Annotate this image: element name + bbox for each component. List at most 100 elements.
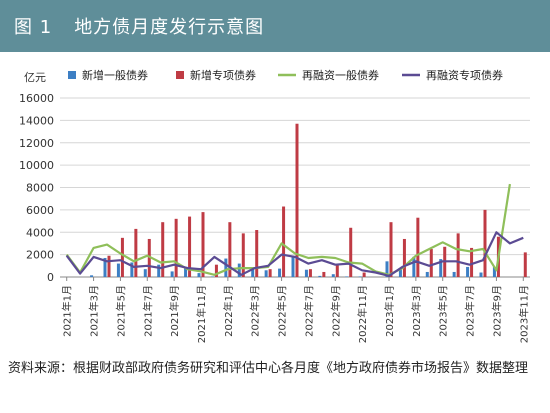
x-tick-label: 2021年1月 <box>61 285 74 337</box>
series-line-refi-general <box>65 183 511 276</box>
bar-new-special <box>402 238 406 277</box>
bar-new-special <box>335 264 339 277</box>
x-tick-label: 2022年7月 <box>302 285 315 337</box>
bar-new-special <box>322 271 326 277</box>
bar-new-general <box>318 275 322 277</box>
x-tick-label: 2023年5月 <box>437 285 450 337</box>
bar-new-general <box>251 269 255 277</box>
line-layer <box>65 183 524 277</box>
y-tick-label: 10000 <box>19 159 54 172</box>
legend-label: 新增一般债券 <box>82 68 148 82</box>
bar-new-special <box>268 269 272 277</box>
x-tick-label: 2023年11月 <box>517 285 530 343</box>
bar-new-special <box>416 217 420 277</box>
x-tick-label: 2023年3月 <box>410 285 423 337</box>
x-tick-label: 2022年9月 <box>329 285 342 337</box>
series-line-refi-special <box>65 231 524 277</box>
bar-new-special <box>349 227 353 277</box>
bar-new-special <box>362 272 366 277</box>
bar-new-special <box>295 123 299 277</box>
figure-title: 地方债月度发行示意图 <box>74 17 265 38</box>
source-note: 资料来源：根据财政部政府债务研究和评估中心各月度《地方政府债券市场报告》数据整理 <box>8 361 529 376</box>
bar-new-general <box>264 270 268 277</box>
bar-new-general <box>90 275 94 277</box>
bar-new-general <box>170 271 174 277</box>
bar-new-general <box>278 268 282 277</box>
y-tick-label: 12000 <box>19 137 54 150</box>
x-tick-label: 2021年5月 <box>114 285 127 337</box>
y-tick-label: 4000 <box>26 226 54 239</box>
bar-new-general <box>345 276 349 277</box>
x-axis-ticks: 2021年1月 2021年3月 2021年5月 2021年7月 2021年9月 2021年… <box>61 277 530 343</box>
x-tick-label: 2021年7月 <box>141 285 154 337</box>
legend-label: 新增专项债券 <box>190 68 256 82</box>
bar-new-general <box>143 269 147 277</box>
legend-swatch <box>176 71 184 79</box>
bar-new-special <box>523 252 527 277</box>
x-tick-label: 2022年5月 <box>276 285 289 337</box>
bar-new-special <box>228 222 232 277</box>
bar-new-special <box>429 249 433 277</box>
bar-new-special <box>456 233 460 277</box>
bar-new-special <box>188 216 192 277</box>
y-axis-unit-label: 亿元 <box>24 71 46 84</box>
x-tick-label: 2022年1月 <box>222 285 235 337</box>
x-tick-label: 2022年3月 <box>249 285 262 337</box>
legend-label: 再融资一般债券 <box>302 68 379 82</box>
bar-new-special <box>147 238 151 277</box>
bar-new-special <box>201 212 205 277</box>
bar-new-general <box>425 271 429 277</box>
figure-title-bar: 图 1 地方债月度发行示意图 <box>0 0 550 52</box>
bar-new-special <box>241 233 245 277</box>
bar-new-general <box>224 258 228 277</box>
x-tick-label: 2023年1月 <box>383 285 396 337</box>
bar-new-general <box>304 269 308 277</box>
bar-new-general <box>130 262 134 277</box>
y-tick-label: 0 <box>47 271 54 284</box>
bar-new-special <box>120 237 124 277</box>
bar-new-general <box>439 259 443 277</box>
y-tick-label: 6000 <box>26 204 54 217</box>
bar-new-special <box>308 269 312 277</box>
x-tick-label: 2021年3月 <box>88 285 101 337</box>
bar-new-general <box>412 256 416 277</box>
grid-layer <box>60 97 530 278</box>
bar-new-special <box>107 255 111 277</box>
bar-new-general <box>237 263 241 277</box>
x-tick-label: 2023年9月 <box>490 285 503 337</box>
bar-new-general <box>291 255 295 277</box>
bar-new-special <box>483 209 487 277</box>
issuance-chart: 亿元 0 2000 4000 6000 8000 10000 12000 14000 16000… <box>19 68 530 343</box>
bar-new-general <box>479 272 483 277</box>
y-tick-label: 8000 <box>26 182 54 195</box>
bar-new-general <box>184 268 188 277</box>
y-axis-ticks: 0 2000 4000 6000 8000 10000 12000 14000 16000 <box>19 92 54 284</box>
bar-new-general <box>398 269 402 277</box>
bar-new-special <box>134 228 138 277</box>
legend: 新增一般债券 新增专项债券 再融资一般债券 再融资专项债券 <box>68 68 503 82</box>
bar-new-general <box>197 273 201 277</box>
legend-label: 再融资专项债券 <box>426 68 503 82</box>
figure-label: 图 1 <box>14 17 53 38</box>
bar-new-general <box>385 261 389 277</box>
bar-new-general <box>103 257 107 277</box>
bar-new-general <box>492 266 496 277</box>
x-tick-label: 2022年11月 <box>356 285 369 343</box>
chart-area: 亿元 0 2000 4000 6000 8000 10000 12000 14000 16000… <box>0 52 550 357</box>
bar-new-general <box>466 266 470 277</box>
bar-new-special <box>174 218 178 277</box>
bar-new-general <box>157 264 161 277</box>
x-tick-label: 2021年9月 <box>168 285 181 337</box>
bar-new-general <box>452 271 456 277</box>
legend-swatch <box>68 71 76 79</box>
bar-new-special <box>255 230 259 277</box>
bar-new-general <box>116 263 120 277</box>
y-tick-label: 2000 <box>26 249 54 262</box>
x-tick-label: 2021年11月 <box>195 285 208 343</box>
bar-new-special <box>214 264 218 277</box>
y-tick-label: 16000 <box>19 92 54 105</box>
bar-new-general <box>210 276 214 277</box>
x-tick-label: 2023年7月 <box>464 285 477 337</box>
bar-new-special <box>470 247 474 277</box>
bar-new-special <box>282 206 286 277</box>
